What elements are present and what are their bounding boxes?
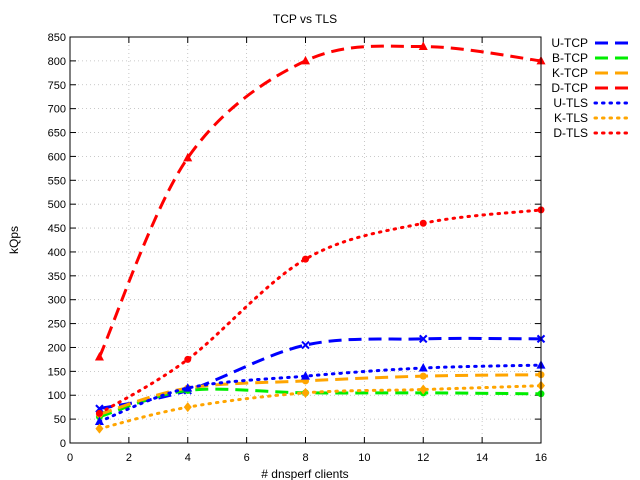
y-tick-label: 650	[48, 128, 66, 140]
y-tick-label: 750	[48, 80, 66, 92]
x-tick-label: 8	[302, 452, 308, 464]
x-tick-label: 16	[535, 452, 547, 464]
legend-item: K-TCP	[552, 66, 630, 80]
x-tick-label: 2	[126, 452, 132, 464]
legend-item: U-TCP	[551, 36, 630, 50]
x-axis-label: # dnsperf clients	[261, 467, 348, 480]
data-point	[183, 402, 192, 413]
y-tick-label: 400	[48, 247, 66, 259]
y-tick-label: 0	[60, 438, 66, 450]
data-point	[418, 41, 428, 51]
data-point	[95, 423, 104, 434]
data-point	[301, 340, 310, 350]
data-point	[419, 334, 428, 344]
data-point	[419, 372, 427, 380]
y-tick-label: 500	[48, 199, 66, 211]
series-line	[99, 336, 542, 411]
data-point	[301, 387, 310, 398]
data-point	[94, 352, 104, 361]
data-point	[301, 55, 310, 65]
legend-label: B-TCP	[552, 51, 588, 65]
data-point	[419, 219, 427, 227]
legend-label: U-TCP	[551, 36, 588, 50]
series-line	[98, 44, 542, 358]
y-tick-label: 850	[48, 32, 66, 44]
legend-label: U-TLS	[553, 96, 588, 110]
x-tick-label: 12	[417, 452, 429, 464]
x-tick-label: 4	[185, 452, 191, 464]
series-d-tls	[95, 206, 545, 417]
data-point	[419, 384, 428, 395]
data-point	[184, 355, 192, 363]
x-tick-label: 6	[244, 452, 250, 464]
series-line	[97, 208, 543, 415]
legend-item: D-TLS	[553, 126, 632, 140]
legend-label: K-TLS	[554, 111, 588, 125]
y-tick-label: 150	[48, 366, 66, 378]
legend-item: K-TLS	[554, 111, 632, 125]
y-tick-label: 350	[48, 271, 66, 283]
y-tick-label: 550	[48, 175, 66, 187]
y-tick-label: 100	[48, 390, 66, 402]
legend-label: D-TLS	[553, 126, 588, 140]
data-point	[183, 152, 193, 162]
plot-frame	[69, 36, 542, 444]
data-point	[301, 371, 310, 380]
y-tick-label: 50	[54, 414, 66, 426]
series-k-tls	[95, 380, 545, 434]
y-tick-label: 600	[48, 151, 66, 163]
series-layer	[94, 41, 546, 434]
legend-item: U-TLS	[553, 96, 632, 110]
data-point	[94, 416, 104, 426]
chart-title: TCP vs TLS	[273, 12, 337, 26]
y-tick-label: 200	[48, 342, 66, 354]
y-tick-label: 450	[48, 223, 66, 235]
x-tick-label: 14	[476, 452, 488, 464]
legend-item: B-TCP	[552, 51, 630, 65]
legend-item: D-TCP	[551, 81, 630, 95]
data-point	[302, 255, 309, 263]
axis-ticks: 0501001502002503003504004505005506006507…	[48, 32, 547, 464]
series-d-tcp	[94, 41, 546, 361]
data-point	[183, 383, 193, 392]
y-tick-label: 250	[48, 319, 66, 331]
series-line	[97, 363, 543, 424]
grid	[69, 36, 542, 444]
x-tick-label: 10	[358, 452, 370, 464]
y-axis-label: kQps	[7, 226, 21, 254]
x-tick-label: 0	[67, 452, 73, 464]
y-tick-label: 700	[48, 104, 66, 116]
legend-label: K-TCP	[552, 66, 588, 80]
y-tick-label: 300	[48, 295, 66, 307]
data-point	[418, 363, 428, 372]
legend-label: D-TCP	[551, 81, 588, 95]
data-point	[95, 409, 103, 417]
y-tick-label: 800	[48, 56, 66, 68]
